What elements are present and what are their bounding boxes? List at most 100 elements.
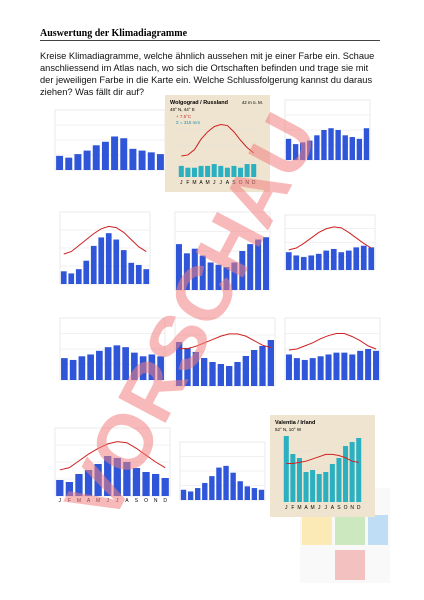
precipitation-bar [161,478,169,496]
precipitation-bar [230,472,236,500]
precipitation-bar [308,255,315,270]
precipitation-bar [341,352,348,380]
month-label: J [325,505,328,511]
precipitation-bar [96,350,103,380]
month-label: D [252,180,256,186]
precipitation-bar [293,255,300,270]
month-label: J [285,505,288,511]
precipitation-bar [122,347,129,380]
precipitation-bar [151,474,160,496]
precipitation-bar [211,164,217,177]
precipitation-bar [78,356,86,380]
precipitation-bar [132,468,141,496]
precipitation-bar [205,165,211,177]
month-label: J [106,498,109,504]
precipitation-bar [207,262,214,290]
mean-temperature: + 7.5°C [176,114,192,119]
month-label: A [199,180,203,186]
precipitation-bar [147,152,155,170]
precipitation-bar [292,144,299,160]
month-label: A [226,180,230,186]
precipitation-bar [325,354,332,380]
month-label: M [96,498,100,504]
precipitation-bar [343,446,349,502]
precipitation-bar [349,442,355,502]
precipitation-bar [98,237,105,284]
precipitation-bar [142,472,150,496]
precipitation-bar [315,253,322,270]
precipitation-bar [101,141,109,170]
precipitation-bar [180,489,187,500]
diagram-title: Valentia / Irland [275,420,315,426]
precipitation-bar [238,167,244,177]
precipitation-bar [349,354,356,380]
month-label: J [318,505,321,511]
month-label: J [116,498,119,504]
precipitation-bar [223,465,229,500]
month-label: M [297,505,301,511]
precipitation-bar [178,165,184,177]
precipitation-bar [94,464,102,496]
precipitation-bar [293,358,300,380]
precipitation-bar [105,233,112,284]
month-label: O [144,498,148,504]
precipitation-bar [301,359,308,380]
precipitation-bar [90,245,97,284]
precipitation-bar [300,257,307,270]
precipitation-bar [365,349,372,380]
precipitation-bar [65,157,73,170]
precipitation-bar [157,356,164,380]
precipitation-bar [234,362,241,386]
temperature-line [59,441,166,471]
month-label: N [245,180,249,186]
precipitation-bar [104,347,112,380]
temperature-line [288,333,377,351]
month-label: A [304,505,308,511]
temperature-line [181,123,255,157]
precipitation-bar [323,250,330,270]
title: Auswertung der Klimadiagramme [40,28,188,39]
month-label: A [87,498,91,504]
precipitation-bar [357,350,364,380]
precipitation-bar [251,350,258,386]
precipitation-bar [148,354,156,380]
coordinates: 48° N, 44° E [170,107,195,112]
temperature-line [288,226,372,251]
month-label: N [350,505,354,511]
precipitation-bar [218,165,224,177]
month-label: S [232,180,236,186]
precipitation-bar [183,253,190,290]
month-label: J [59,498,62,504]
precipitation-bar [156,154,164,170]
precipitation-bar [68,273,75,284]
precipitation-bar [209,476,215,500]
precipitation-bar [56,155,64,170]
precipitation-bar [69,359,77,380]
precipitation-bar [285,138,292,160]
precipitation-bar [143,269,150,284]
month-label: F [186,180,189,186]
precipitation-bar [198,165,204,177]
precipitation-bar [176,342,183,386]
precipitation-bar [321,130,327,160]
precipitation-bar [135,264,142,284]
precipitation-bar [175,244,182,290]
precipitation-bar [138,150,146,170]
month-label: S [135,498,139,504]
precipitation-bar [239,251,246,290]
precipitation-bar [185,167,191,177]
precipitation-bar [244,486,250,500]
precipitation-bar [251,488,258,500]
precipitation-bar [316,474,322,502]
annual-precipitation: Σ = 315 mm [176,120,200,125]
precipitation-bar [192,352,199,386]
precipitation-bar [113,458,121,496]
precipitation-bar [83,150,91,170]
precipitation-bar [247,244,254,290]
precipitation-bar [231,165,237,177]
precipitation-bar [237,481,243,500]
month-label: M [206,180,210,186]
precipitation-bar [92,145,100,170]
